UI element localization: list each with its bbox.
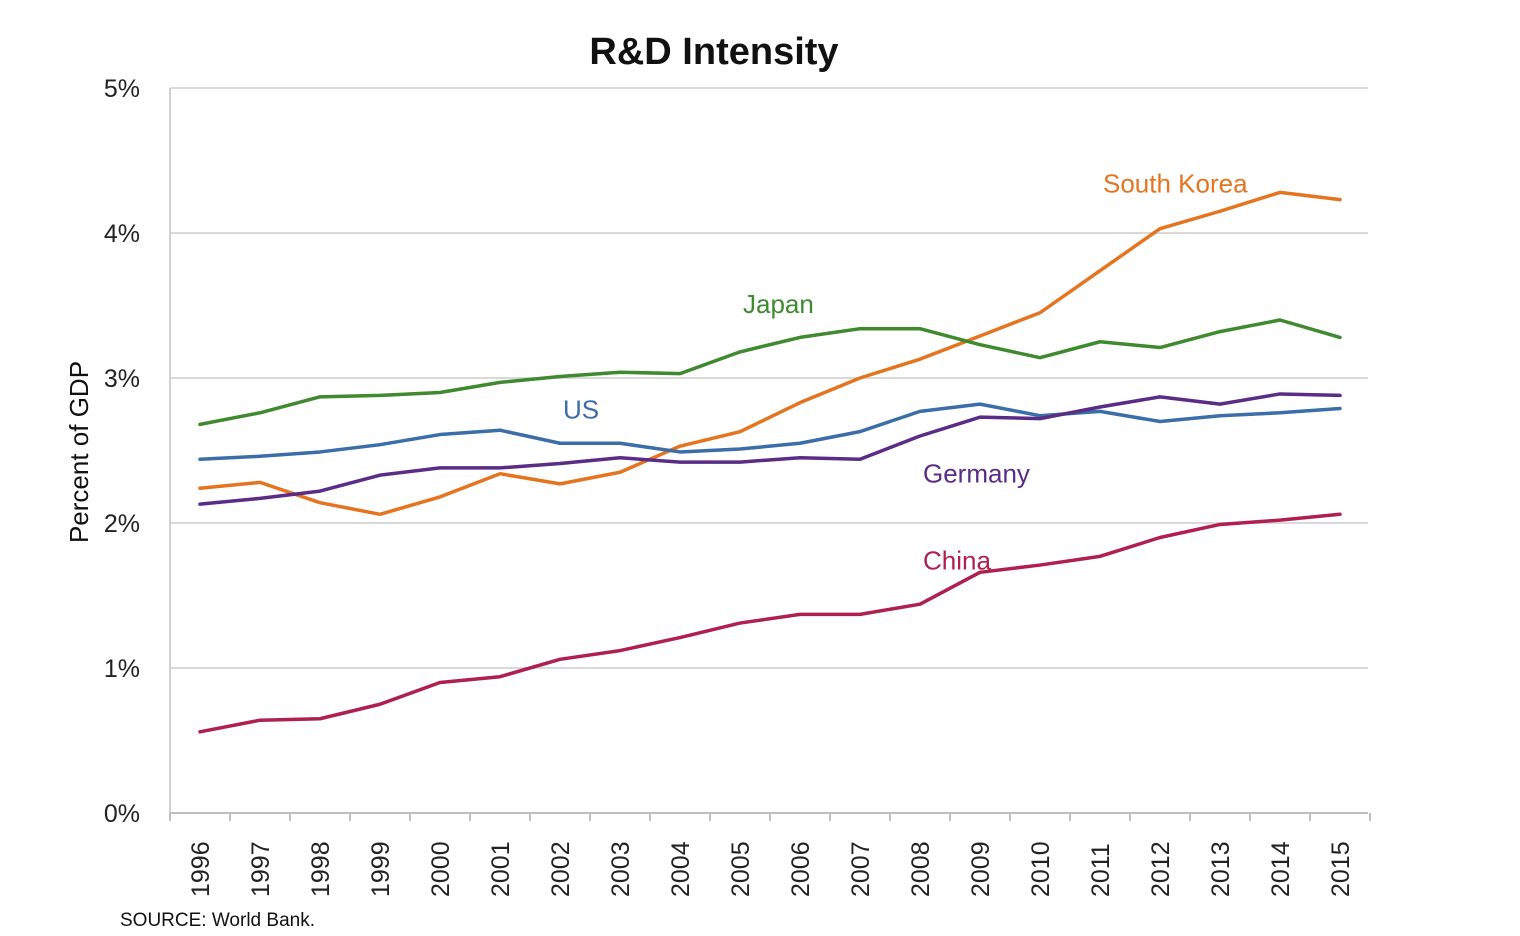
y-tick-label: 1% <box>104 655 140 683</box>
series-line <box>198 512 1342 734</box>
x-tick-label: 2007 <box>847 841 875 897</box>
x-tick-label: 2010 <box>1027 841 1055 897</box>
y-tick-label: 0% <box>104 800 140 828</box>
y-tick-label: 2% <box>104 510 140 538</box>
x-tick-label: 1997 <box>247 841 275 897</box>
x-tick-label: 2013 <box>1207 841 1235 897</box>
x-tick-label: 2011 <box>1087 843 1115 897</box>
x-tick-label: 2006 <box>787 841 815 897</box>
x-tick-label: 2003 <box>607 841 635 897</box>
x-tick-label: 2009 <box>967 841 995 897</box>
x-tick-label: 2001 <box>487 841 515 897</box>
y-tick-label: 3% <box>104 365 140 393</box>
axes <box>169 88 1371 821</box>
x-tick-label: 2008 <box>907 841 935 897</box>
y-tick-labels: 0% 1% 2% 3% 4% 5% <box>104 75 140 828</box>
series-label: US <box>563 395 599 425</box>
series-lines <box>198 190 1342 734</box>
series-line <box>198 402 1342 461</box>
x-tick-label: 1998 <box>307 841 335 897</box>
series-label: Japan <box>743 289 814 319</box>
chart-title: R&D Intensity <box>589 31 838 73</box>
x-tick-label: 2005 <box>727 841 755 897</box>
series-label: Germany <box>923 458 1030 488</box>
series-line <box>198 318 1342 427</box>
x-tick-label: 1999 <box>367 841 395 897</box>
x-tick-label: 1996 <box>187 841 215 897</box>
x-tick-labels: 1996 1997 1998 1999 2000 2001 2002 2003 2004 2005… <box>187 841 1355 897</box>
x-tick-label: 2015 <box>1327 841 1355 897</box>
y-tick-label: 4% <box>104 220 140 248</box>
x-tick-label: 2002 <box>547 841 575 897</box>
y-axis-label: Percent of GDP <box>64 361 94 543</box>
x-tick-label: 2012 <box>1147 841 1175 897</box>
x-tick-label: 2014 <box>1267 841 1295 897</box>
x-tick-label: 2004 <box>667 841 695 897</box>
gridlines <box>170 87 1368 669</box>
y-tick-label: 5% <box>104 75 140 103</box>
x-tick-label: 2000 <box>427 841 455 897</box>
series-line <box>198 190 1342 517</box>
series-label: China <box>923 545 991 575</box>
series-label: South Korea <box>1103 168 1248 198</box>
series-line <box>198 392 1342 506</box>
series-labels: South Korea Japan US Germany China <box>563 168 1248 575</box>
source-note: SOURCE: World Bank. <box>120 910 315 931</box>
